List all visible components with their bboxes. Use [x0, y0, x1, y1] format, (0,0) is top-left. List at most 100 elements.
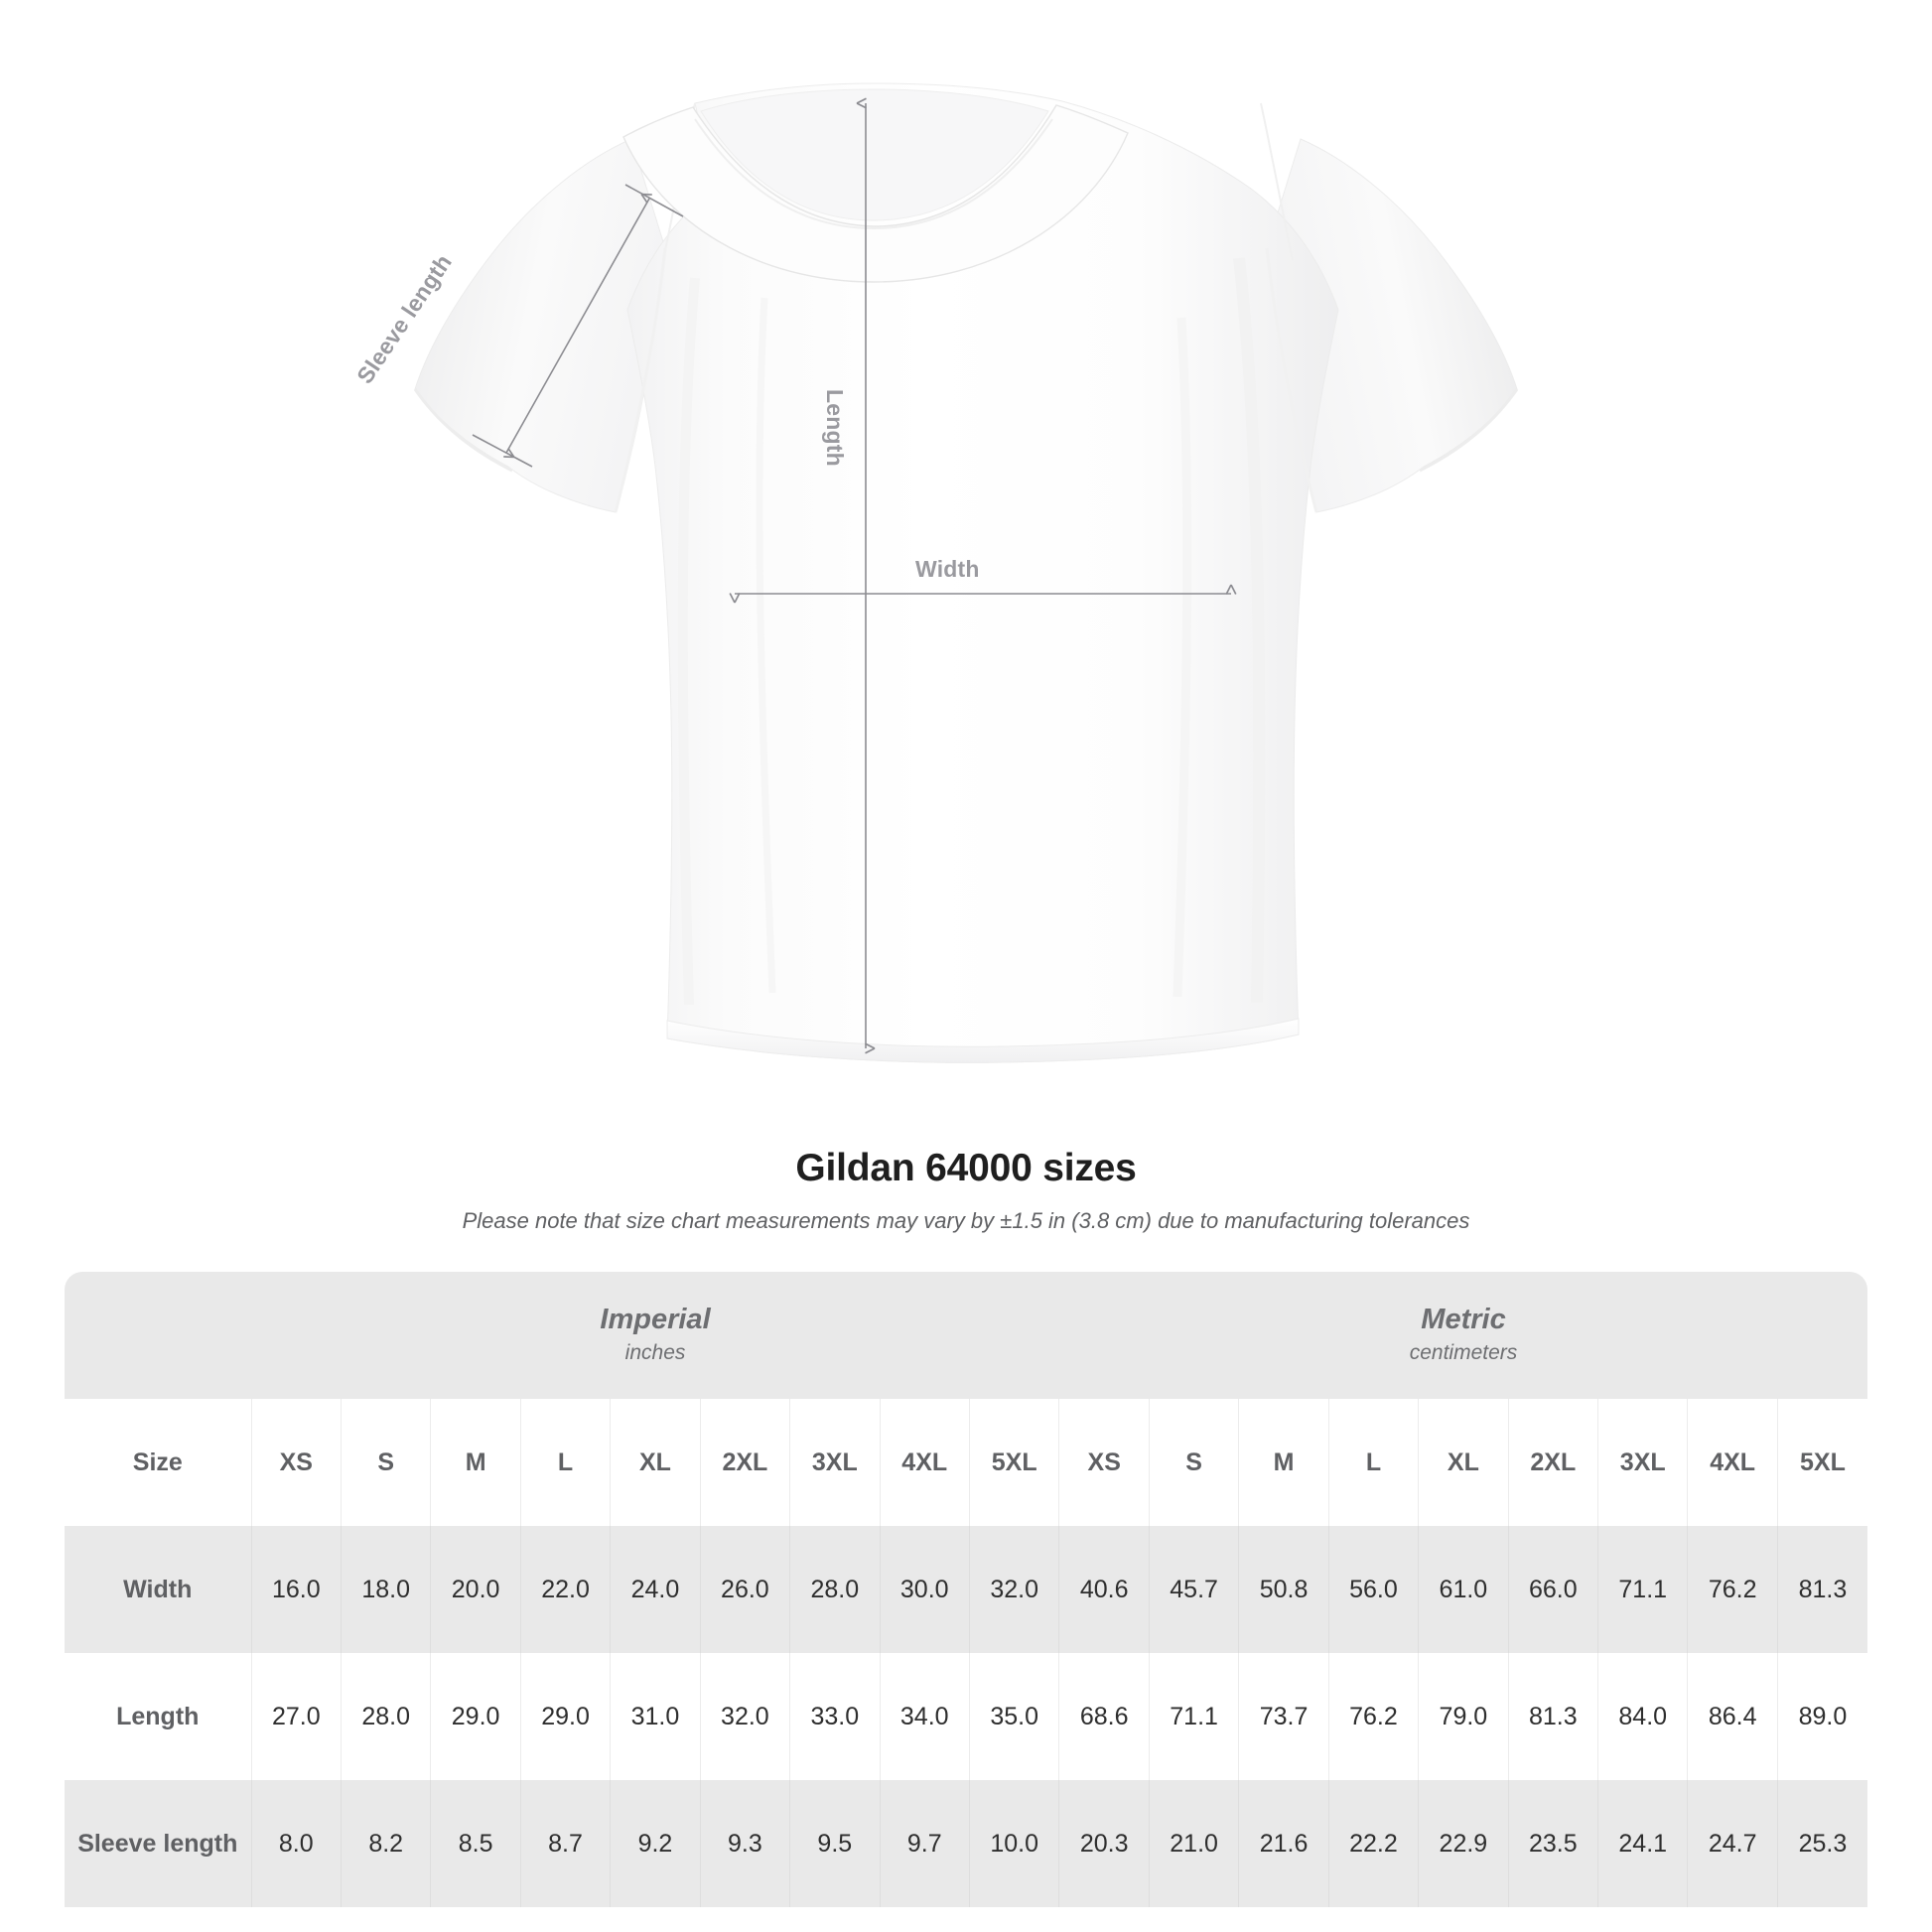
- unit-header-metric: Metric centimeters: [1058, 1272, 1867, 1399]
- measurement-cell: 32.0: [968, 1526, 1059, 1653]
- right-armhole-seam: [1265, 247, 1318, 513]
- page-title: Gildan 64000 sizes: [795, 1147, 1137, 1189]
- measurement-cell: 20.0: [430, 1526, 521, 1653]
- measurement-cell: 9.3: [699, 1780, 790, 1907]
- size-column-header: 2XL: [1507, 1399, 1598, 1526]
- measurement-cell: 24.0: [610, 1526, 701, 1653]
- size-column-header: XS: [1058, 1399, 1150, 1526]
- size-column-header: M: [430, 1399, 521, 1526]
- left-sleeve: [414, 138, 666, 513]
- title-block: Gildan 64000 sizes Please note that size…: [0, 1147, 1932, 1234]
- tshirt-diagram: Sleeve length Length Width: [351, 82, 1519, 1063]
- fold-right: [1173, 317, 1192, 998]
- measurement-cell: 81.3: [1776, 1526, 1867, 1653]
- size-column-header: 5XL: [1776, 1399, 1867, 1526]
- fold-right-outer: [1233, 257, 1266, 1004]
- unit-system-label: Metric: [1421, 1304, 1506, 1336]
- measurement-cell: 22.9: [1418, 1780, 1509, 1907]
- measurement-cell: 26.0: [699, 1526, 790, 1653]
- measurement-cell: 79.0: [1418, 1653, 1509, 1780]
- measurement-cell: 8.2: [340, 1780, 431, 1907]
- measurement-cell: 9.5: [789, 1780, 881, 1907]
- measurement-row-label: Width: [65, 1526, 252, 1653]
- size-column-header: 3XL: [1597, 1399, 1688, 1526]
- unit-header-row: Imperial inches Metric centimeters: [65, 1272, 1867, 1399]
- measurement-cell: 31.0: [610, 1653, 701, 1780]
- table-row: Length 27.0 28.0 29.0 29.0 31.0 32.0 33.0 34.0 35…: [65, 1653, 1867, 1780]
- unit-measure-label: centimeters: [1409, 1341, 1518, 1365]
- size-column-header: XL: [610, 1399, 701, 1526]
- measurement-cell: 18.0: [340, 1526, 431, 1653]
- size-column-header: S: [1148, 1399, 1239, 1526]
- measurement-cell: 21.6: [1238, 1780, 1329, 1907]
- measurement-cell: 33.0: [789, 1653, 881, 1780]
- measurement-cell: 27.0: [250, 1653, 342, 1780]
- length-label: Length: [822, 389, 848, 467]
- measurement-cell: 45.7: [1148, 1526, 1239, 1653]
- measurement-cell: 16.0: [250, 1526, 342, 1653]
- shirt-body: [626, 82, 1339, 1063]
- size-column-header: XS: [250, 1399, 342, 1526]
- measurement-cell: 9.2: [610, 1780, 701, 1907]
- tshirt-illustration: [413, 82, 1519, 1063]
- fold-left-outer: [677, 277, 700, 1006]
- measurement-cell: 10.0: [968, 1780, 1059, 1907]
- tolerance-note: Please note that size chart measurements…: [462, 1208, 1470, 1233]
- size-column-header: XL: [1418, 1399, 1509, 1526]
- width-label: Width: [915, 556, 980, 582]
- measurement-cell: 32.0: [699, 1653, 790, 1780]
- sleeve-arrow: [506, 199, 649, 453]
- measurement-cell: 28.0: [789, 1526, 881, 1653]
- measurement-cell: 76.2: [1687, 1526, 1778, 1653]
- unit-measure-label: inches: [624, 1341, 686, 1365]
- size-column-header: M: [1238, 1399, 1329, 1526]
- measurement-cell: 29.0: [430, 1653, 521, 1780]
- size-column-header: 4XL: [1687, 1399, 1778, 1526]
- measurement-cell: 84.0: [1597, 1653, 1688, 1780]
- size-chart-table: Imperial inches Metric centimeters Size XS S M L…: [65, 1272, 1867, 1907]
- measurement-cell: 25.3: [1776, 1780, 1867, 1907]
- measurement-cell: 71.1: [1148, 1653, 1239, 1780]
- measurement-cell: 71.1: [1597, 1526, 1688, 1653]
- measurement-cell: 76.2: [1327, 1653, 1419, 1780]
- measurement-cell: 29.0: [519, 1653, 611, 1780]
- left-sleeve-hem: [413, 388, 513, 473]
- table-row: Width 16.0 18.0 20.0 22.0 24.0 26.0 28.0 30.0 32.…: [65, 1526, 1867, 1653]
- size-chart-table-wrap: Imperial inches Metric centimeters Size XS S M L…: [65, 1272, 1867, 1907]
- size-column-header: 3XL: [789, 1399, 881, 1526]
- measurement-cell: 66.0: [1507, 1526, 1598, 1653]
- measurement-row-label: Sleeve length: [65, 1780, 252, 1907]
- size-column-header: S: [340, 1399, 431, 1526]
- right-sleeve-hem: [1419, 388, 1519, 473]
- measurement-cell: 8.5: [430, 1780, 521, 1907]
- measurement-cell: 73.7: [1238, 1653, 1329, 1780]
- measurement-cell: 20.3: [1058, 1780, 1150, 1907]
- size-column-header: 2XL: [699, 1399, 790, 1526]
- measurement-cell: 68.6: [1058, 1653, 1150, 1780]
- measurement-cell: 86.4: [1687, 1653, 1778, 1780]
- measurement-cell: 81.3: [1507, 1653, 1598, 1780]
- size-column-header: L: [1327, 1399, 1419, 1526]
- measurement-cell: 34.0: [879, 1653, 970, 1780]
- size-column-header: L: [519, 1399, 611, 1526]
- unit-system-label: Imperial: [600, 1304, 711, 1336]
- right-shoulder-seam: [1260, 102, 1294, 261]
- measurement-row-label: Length: [65, 1653, 252, 1780]
- measurement-cell: 35.0: [968, 1653, 1059, 1780]
- sleeve-tick-bottom: [472, 434, 533, 468]
- measurement-cell: 24.1: [1597, 1780, 1688, 1907]
- measurement-cell: 40.6: [1058, 1526, 1150, 1653]
- measurement-cell: 28.0: [340, 1653, 431, 1780]
- size-column-header: 4XL: [879, 1399, 970, 1526]
- measurement-cell: 24.7: [1687, 1780, 1778, 1907]
- measurement-cell: 21.0: [1148, 1780, 1239, 1907]
- size-column-header: 5XL: [968, 1399, 1059, 1526]
- unit-header-imperial: Imperial inches: [251, 1272, 1059, 1399]
- measurement-cell: 22.0: [519, 1526, 611, 1653]
- measurement-cell: 61.0: [1418, 1526, 1509, 1653]
- table-row: Sleeve length 8.0 8.2 8.5 8.7 9.2 9.3 9.5 9.7 10.…: [65, 1780, 1867, 1907]
- sleeve-tick-top: [624, 184, 684, 217]
- measurement-cell: 22.2: [1327, 1780, 1419, 1907]
- measurement-cell: 30.0: [879, 1526, 970, 1653]
- measurement-cell: 8.0: [250, 1780, 342, 1907]
